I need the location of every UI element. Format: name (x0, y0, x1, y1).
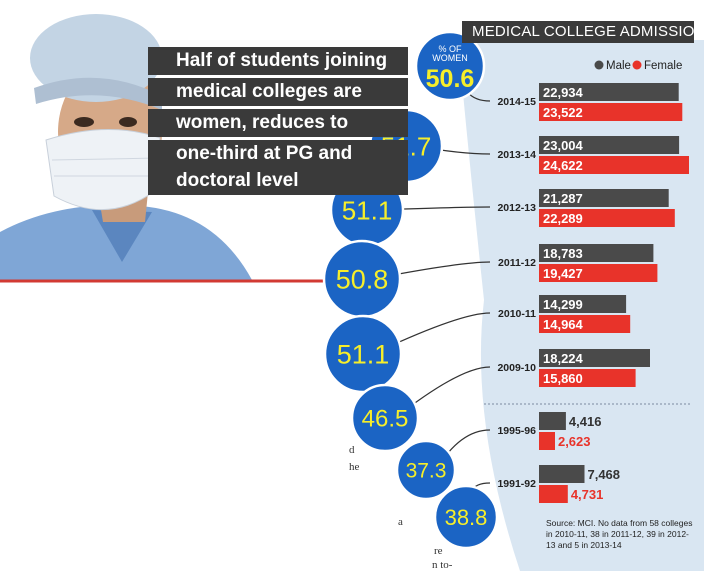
chart-title: MEDICAL COLLEGE ADMISSIONS (472, 23, 704, 40)
face-mask (45, 128, 161, 211)
headline-line: women, reduces to (176, 112, 349, 133)
nurse-illustration (0, 14, 252, 280)
year-label: 1995-96 (497, 425, 536, 437)
bar-female (539, 156, 689, 174)
year-label: 2014-15 (497, 96, 536, 108)
headline-band (148, 47, 408, 75)
bar-male (539, 136, 680, 154)
percent-bubble (433, 484, 499, 550)
percent-bubble (414, 30, 486, 102)
chart-legend: Male Female (594, 60, 682, 72)
text-fragment: n to- (432, 559, 453, 571)
headline-line: one-third at PG and (176, 143, 353, 164)
value-label-female: 4,731 (571, 487, 604, 502)
legend-male-label: Male (606, 60, 631, 72)
value-label-female: 23,522 (543, 105, 583, 120)
legend-male-swatch (594, 60, 604, 70)
bar-male (539, 412, 566, 430)
headline-line: Half of students joining (176, 50, 388, 71)
bar-male (539, 465, 585, 483)
legend-female-label: Female (644, 60, 682, 72)
value-label-male: 4,416 (569, 414, 602, 429)
mask-fold (51, 157, 159, 161)
bar-male (539, 295, 627, 313)
year-label: 2013-14 (497, 149, 536, 161)
percent-bubble (350, 383, 420, 453)
percent-value: 37.3 (406, 460, 447, 483)
percent-value: 38.8 (445, 505, 488, 530)
bar-male (539, 244, 654, 262)
value-label-female: 24,622 (543, 158, 583, 173)
value-label-male: 23,004 (543, 138, 584, 153)
headline-line: doctoral level (176, 170, 299, 191)
value-label-female: 19,427 (543, 266, 583, 281)
text-fragment: re (434, 545, 443, 557)
value-label-female: 14,964 (543, 317, 584, 332)
text-fragment: d (349, 444, 355, 456)
chart-title-box (462, 21, 694, 43)
headline-line: medical colleges are (176, 81, 362, 102)
value-label-male: 18,783 (543, 246, 583, 261)
percent-caption: % OF WOMEN (432, 44, 468, 63)
bar-female (539, 264, 658, 282)
year-label: 2009-10 (497, 362, 536, 374)
year-label: 2012-13 (497, 202, 536, 214)
bar-male (539, 189, 669, 207)
bar-female (539, 315, 631, 333)
surgical-cap (30, 14, 162, 102)
year-label: 2011-12 (498, 257, 536, 269)
value-label-male: 7,468 (587, 467, 620, 482)
bar-female (539, 369, 636, 387)
bar-female (539, 209, 675, 227)
value-label-female: 15,860 (543, 371, 583, 386)
value-label-male: 22,934 (543, 85, 584, 100)
percent-value: 46.5 (362, 406, 409, 433)
chart-marks: 22,934 23,522 2014-15 23,004 24,622 2013-14 21… (322, 30, 689, 550)
headline-band (148, 109, 408, 137)
value-label-female: 22,289 (543, 211, 583, 226)
headline-band (148, 167, 408, 195)
bar-male (539, 83, 679, 101)
scrub-neckline (92, 210, 152, 262)
right-eye (119, 117, 137, 127)
value-label-male: 18,224 (543, 351, 584, 366)
text-fragment: a (398, 516, 403, 528)
bar-female (539, 485, 568, 503)
headline-band (148, 140, 408, 168)
value-label-female: 2,623 (558, 434, 591, 449)
value-label-male: 14,299 (543, 297, 583, 312)
source-note: Source: MCI. No data from 58 colleges in… (546, 518, 693, 550)
year-label: 2010-11 (498, 308, 536, 320)
percent-value: 50.6 (426, 65, 475, 93)
bar-female (539, 432, 555, 450)
percent-value: 50.8 (336, 265, 389, 295)
legend-female-swatch (632, 60, 642, 70)
value-label-male: 21,287 (543, 191, 583, 206)
cap-band (34, 77, 162, 110)
bar-male (539, 349, 650, 367)
text-fragment: he (349, 461, 360, 473)
percent-value: 51.1 (342, 195, 393, 225)
percent-bubble (395, 439, 457, 501)
bar-female (539, 103, 683, 121)
year-label: 1991-92 (497, 478, 536, 490)
percent-value: 51.1 (337, 340, 390, 370)
headline-band (148, 78, 408, 106)
left-eye (74, 117, 94, 127)
